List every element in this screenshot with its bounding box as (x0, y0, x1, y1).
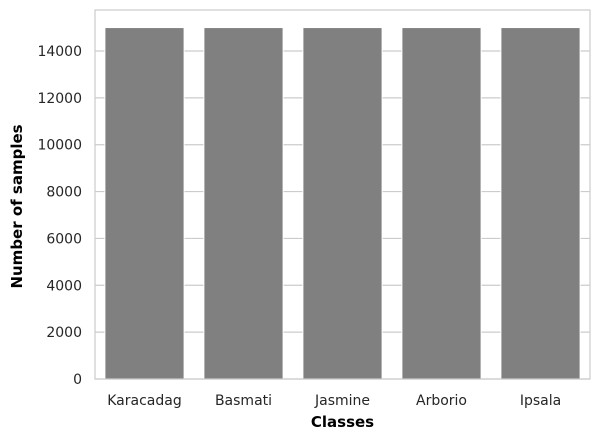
bars (104, 27, 581, 380)
y-tick-label: 12000 (37, 91, 82, 107)
y-tick-label: 4000 (46, 278, 82, 294)
x-axis-label: Classes (311, 413, 374, 431)
y-tick-label: 0 (73, 372, 82, 388)
y-tick-label: 2000 (46, 325, 82, 341)
x-tick-label: Basmati (215, 393, 272, 409)
bar-karacadag (104, 27, 185, 380)
x-tick-labels: Karacadag Basmati Jasmine Arborio Ipsala (107, 393, 561, 409)
y-tick-labels: 0 2000 4000 6000 8000 10000 12000 14000 (37, 44, 82, 388)
y-tick-label: 10000 (37, 138, 82, 154)
bar-jasmine (302, 27, 383, 380)
bar-ipsala (500, 27, 581, 380)
y-tick-label: 6000 (46, 231, 82, 247)
x-tick-label: Arborio (416, 393, 467, 409)
x-tick-label: Jasmine (314, 393, 370, 409)
y-axis-label: Number of samples (8, 124, 26, 288)
x-tick-label: Ipsala (520, 393, 561, 409)
bar-arborio (401, 27, 482, 380)
bar-basmati (203, 27, 284, 380)
x-tick-label: Karacadag (107, 393, 181, 409)
y-tick-label: 8000 (46, 185, 82, 201)
y-tick-label: 14000 (37, 44, 82, 60)
plot-frame (94, 9, 591, 380)
